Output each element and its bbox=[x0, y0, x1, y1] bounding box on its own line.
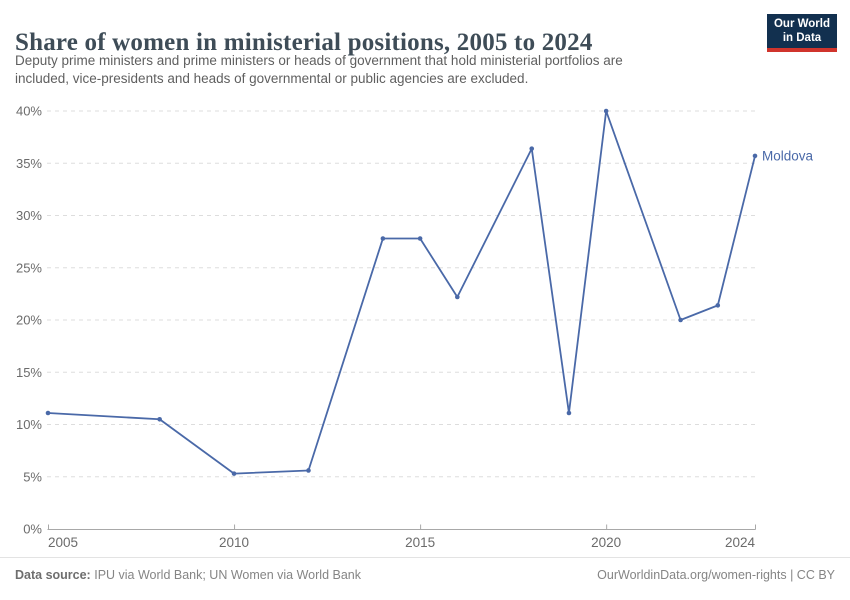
owid-logo-line1: Our World bbox=[773, 18, 830, 30]
data-point[interactable] bbox=[231, 471, 237, 476]
y-axis-tick-label: 35% bbox=[16, 156, 42, 171]
owid-logo-line2: in Data bbox=[782, 31, 822, 44]
y-axis-tick-label: 5% bbox=[23, 469, 42, 484]
x-axis-tick-label: 2024 bbox=[725, 535, 756, 550]
data-point[interactable] bbox=[455, 294, 460, 300]
data-source-text: IPU via World Bank; UN Women via World B… bbox=[94, 568, 361, 582]
data-source-note: Data source: IPU via World Bank; UN Wome… bbox=[15, 568, 361, 582]
x-axis-tick-label: 2020 bbox=[591, 535, 621, 550]
data-source-label: Data source: bbox=[15, 568, 91, 582]
y-axis-tick-label: 10% bbox=[16, 417, 42, 432]
subtitle-line-1: Deputy prime ministers and prime ministe… bbox=[15, 53, 623, 68]
subtitle-line-2: included, vice-presidents and heads of g… bbox=[15, 70, 529, 86]
series-entity-label[interactable]: Moldova bbox=[762, 148, 814, 163]
x-axis-tick-label: 2005 bbox=[48, 535, 78, 550]
chart-subtitle: Deputy prime ministers and prime ministe… bbox=[15, 52, 715, 88]
y-axis-tick-label: 20% bbox=[16, 313, 42, 328]
data-point[interactable] bbox=[417, 236, 423, 241]
owid-logo[interactable]: Our World in Data bbox=[767, 14, 837, 52]
data-point[interactable] bbox=[157, 416, 162, 422]
data-point[interactable] bbox=[380, 236, 386, 241]
owid-logo-text: Our World in Data bbox=[767, 14, 837, 48]
x-axis-tick-label: 2015 bbox=[405, 535, 435, 550]
y-axis-tick-label: 40% bbox=[16, 104, 42, 119]
owid-logo-red-bar bbox=[767, 48, 837, 52]
footer-divider bbox=[0, 557, 850, 558]
data-point[interactable] bbox=[45, 410, 51, 416]
series-line[interactable] bbox=[47, 110, 756, 475]
data-point[interactable] bbox=[529, 146, 535, 151]
data-point[interactable] bbox=[603, 108, 609, 114]
y-axis-tick-label: 0% bbox=[23, 522, 42, 537]
y-axis-tick-label: 25% bbox=[16, 260, 42, 275]
y-axis-tick-label: 30% bbox=[16, 208, 42, 223]
x-axis-tick-label: 2010 bbox=[219, 535, 249, 550]
data-point[interactable] bbox=[306, 468, 311, 473]
data-point[interactable] bbox=[566, 410, 572, 416]
data-point[interactable] bbox=[715, 303, 721, 308]
page-title: Share of women in ministerial positions,… bbox=[15, 28, 593, 56]
y-axis-tick-label: 15% bbox=[16, 365, 42, 380]
data-point[interactable] bbox=[678, 317, 683, 323]
data-point[interactable] bbox=[752, 153, 758, 159]
attribution-link[interactable]: OurWorldinData.org/women-rights | CC BY bbox=[597, 568, 835, 582]
